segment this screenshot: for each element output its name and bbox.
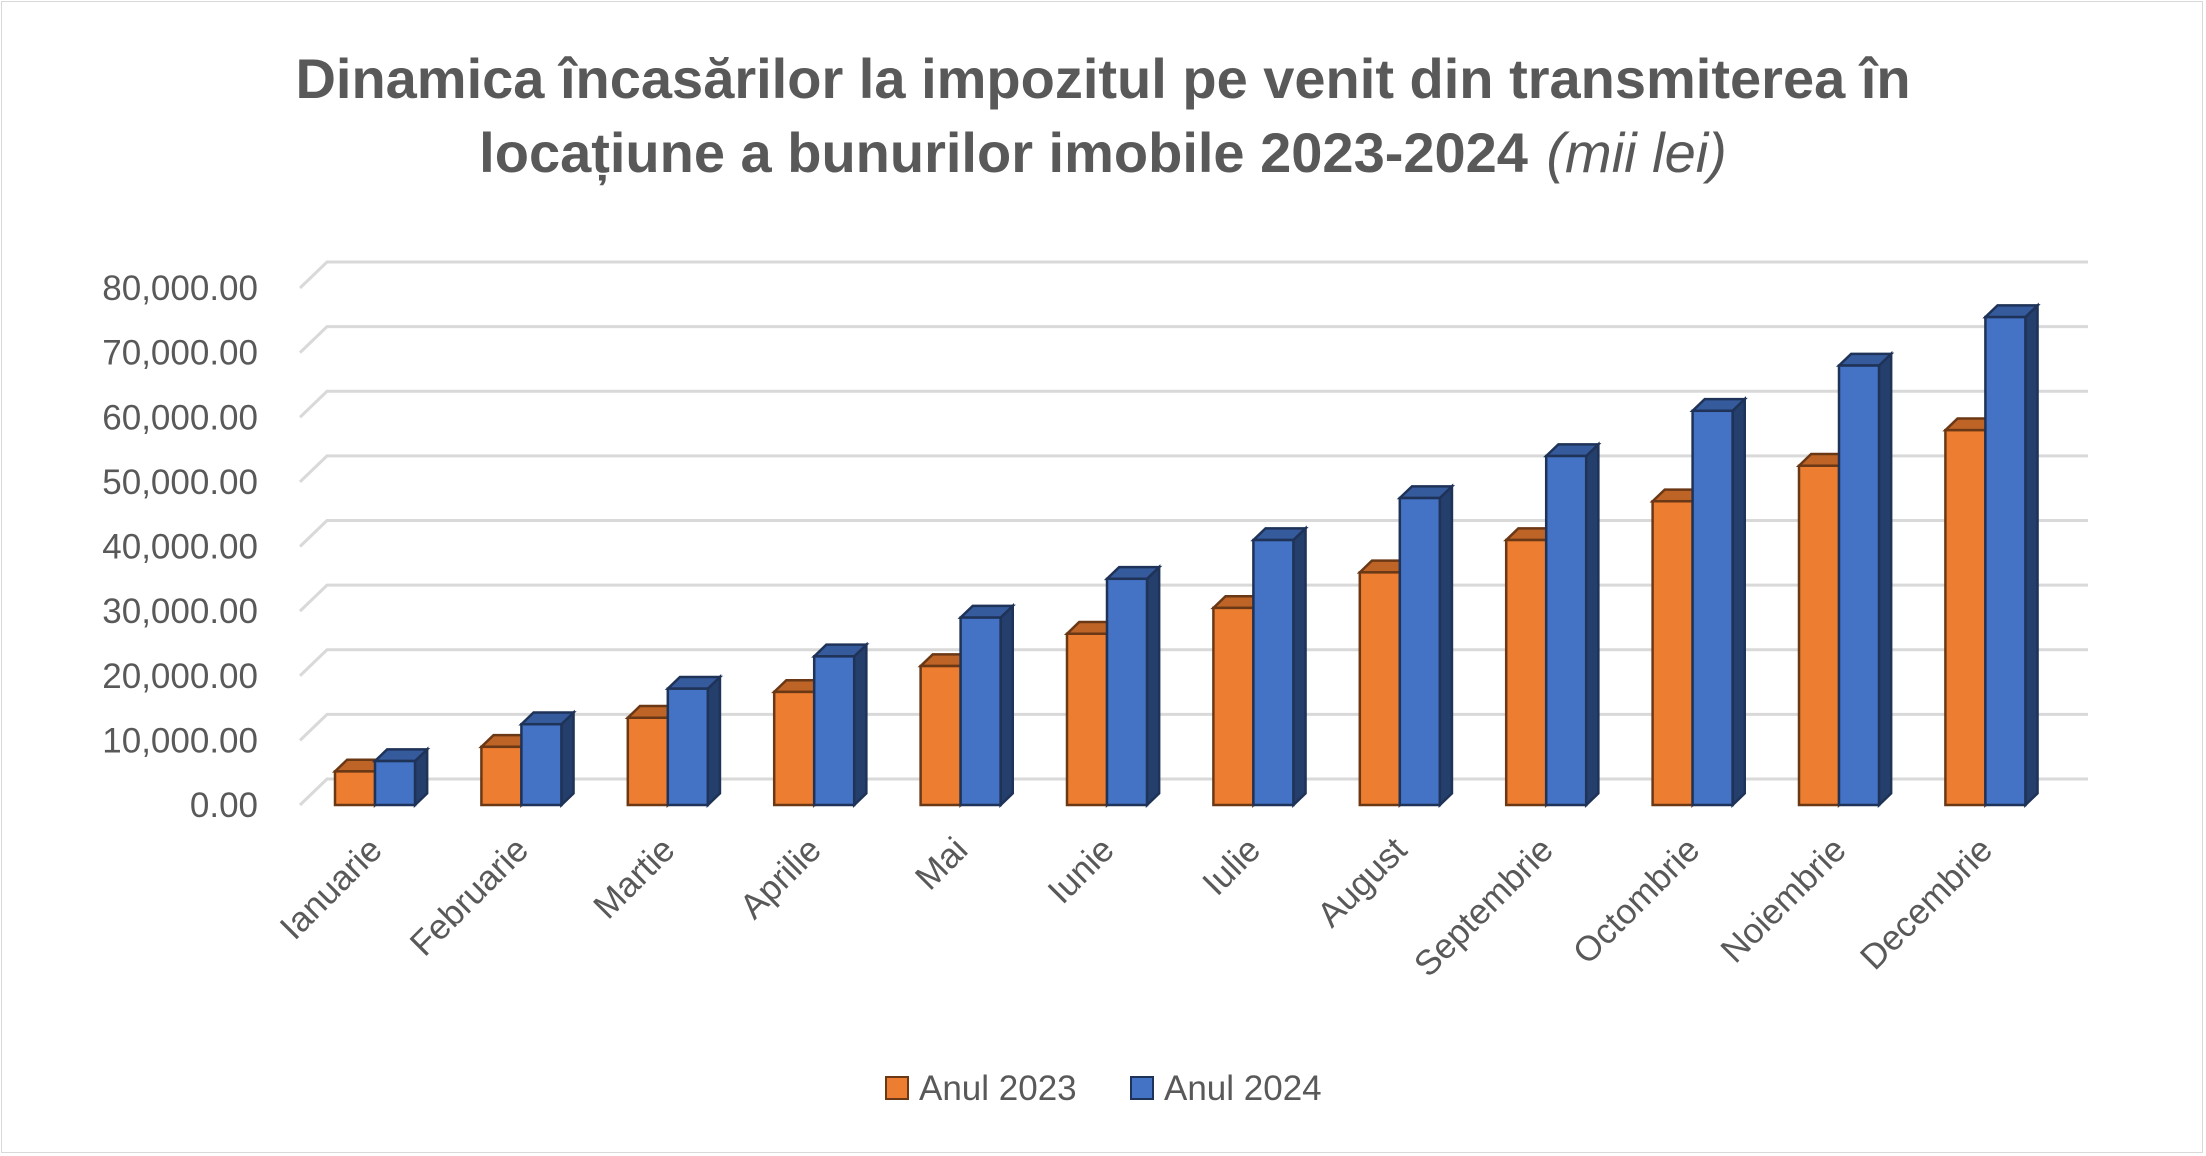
- bar-side-face: [2024, 302, 2039, 808]
- bar-front-face: [373, 759, 417, 807]
- x-tick-label: Septembrie: [1407, 830, 1561, 984]
- legend-label: Anul 2024: [1164, 1069, 1322, 1108]
- bar-anul-2024: [1396, 483, 1456, 808]
- bar-front-face: [772, 690, 816, 807]
- bar-front-face: [1837, 364, 1881, 807]
- bar-front-face: [1944, 428, 1987, 807]
- bar-front-face: [1065, 632, 1109, 807]
- bar-front-face: [626, 716, 670, 807]
- chart-title: Dinamica încasărilor la impozitul pe ven…: [295, 47, 1910, 185]
- x-tick-label: Aprilie: [733, 830, 829, 926]
- bar-side-face: [1877, 350, 1893, 808]
- bar-side-face: [999, 602, 1014, 808]
- bar-anul-2024: [1835, 350, 1895, 808]
- bar-side-face: [1145, 564, 1161, 808]
- x-axis-labels: Ianuarie Februarie Martie Aprilie Mai Iunie Iu…: [273, 830, 2000, 984]
- gridlines: [298, 260, 2088, 807]
- y-tick-label: 40,000.00: [102, 528, 258, 567]
- bar-anul-2024: [1689, 396, 1748, 808]
- chart-title-line-1: Dinamica încasărilor la impozitul pe ven…: [295, 47, 1910, 110]
- bar-front-face: [1105, 577, 1149, 807]
- bars: [331, 302, 2041, 808]
- y-tick-label: 60,000.00: [102, 398, 258, 437]
- legend-item: Anul 2023: [885, 1069, 1077, 1108]
- gridline: [298, 712, 2088, 742]
- bar-side-face: [1731, 396, 1746, 808]
- x-tick-label: Noiembrie: [1713, 830, 1853, 970]
- bar-front-face: [1212, 606, 1255, 807]
- bar-front-face: [666, 687, 710, 807]
- y-tick-label: 70,000.00: [102, 334, 258, 373]
- bar-anul-2024: [1982, 302, 2041, 808]
- bar-anul-2024: [518, 709, 577, 808]
- y-tick-label: 20,000.00: [102, 657, 258, 696]
- bar-front-face: [919, 664, 962, 807]
- bar-front-face: [1252, 538, 1295, 807]
- bar-front-face: [1358, 571, 1402, 807]
- bar-anul-2024: [957, 602, 1016, 808]
- x-tick-label: Februarie: [403, 830, 536, 963]
- bar-anul-2024: [1250, 525, 1309, 808]
- legend-label: Anul 2023: [919, 1069, 1077, 1108]
- y-tick-label: 80,000.00: [102, 269, 258, 308]
- chart-title-line-2-main: locațiune a bunurilor imobile 2023-2024: [479, 121, 1528, 185]
- bar-front-face: [959, 616, 1002, 807]
- chart-title-unit: (mii lei): [1546, 121, 1726, 184]
- x-tick-label: Decembrie: [1853, 830, 2000, 977]
- gridline: [298, 777, 2088, 807]
- bar-anul-2024: [1103, 564, 1163, 808]
- y-tick-label: 30,000.00: [102, 592, 258, 631]
- gridline: [298, 583, 2088, 613]
- y-tick-label: 50,000.00: [102, 463, 258, 502]
- bar-front-face: [333, 770, 377, 807]
- bar-side-face: [1584, 441, 1600, 808]
- gridline: [298, 648, 2088, 677]
- y-tick-label: 0.00: [190, 786, 258, 825]
- bar-side-face: [1438, 483, 1454, 808]
- bar-front-face: [1797, 464, 1841, 807]
- y-tick-label: 10,000.00: [102, 721, 258, 760]
- bar-front-face: [1544, 454, 1588, 807]
- x-tick-label: Iulie: [1195, 830, 1268, 903]
- bar-side-face: [852, 641, 868, 808]
- legend-swatch: [1130, 1076, 1154, 1100]
- bar-front-face: [1398, 496, 1442, 807]
- gridline: [298, 325, 2088, 354]
- legend: Anul 2023 Anul 2024: [885, 1069, 1322, 1108]
- gridline: [298, 260, 2088, 290]
- bar-front-face: [1984, 315, 2027, 807]
- bar-front-face: [1651, 500, 1694, 807]
- chart-title-line-2: locațiune a bunurilor imobile 2023-2024 …: [479, 121, 1727, 185]
- x-tick-label: Martie: [586, 830, 682, 926]
- bar-anul-2024: [371, 746, 431, 808]
- bar-front-face: [480, 745, 523, 807]
- bar-side-face: [706, 674, 722, 808]
- x-tick-label: Octombrie: [1566, 830, 1708, 972]
- bar-side-face: [1292, 525, 1307, 808]
- y-axis-ticks: 0.00 10,000.00 20,000.00 30,000.00 40,000.00…: [102, 269, 258, 825]
- bar-side-face: [560, 709, 575, 808]
- bar-front-face: [812, 655, 856, 807]
- gridline: [298, 389, 2088, 419]
- legend-swatch: [885, 1076, 909, 1100]
- x-tick-label: Ianuarie: [273, 830, 390, 947]
- bar-front-face: [520, 722, 563, 807]
- legend-item: Anul 2024: [1130, 1069, 1322, 1108]
- bar-anul-2024: [1543, 441, 1602, 808]
- bar-front-face: [1504, 538, 1548, 807]
- x-tick-label: Iunie: [1040, 830, 1121, 911]
- bar-front-face: [1691, 409, 1734, 807]
- gridline: [298, 519, 2088, 548]
- gridline: [298, 454, 2088, 483]
- bar-anul-2024: [664, 674, 724, 808]
- x-tick-label: Mai: [908, 830, 975, 897]
- bar-anul-2024: [811, 641, 870, 808]
- x-tick-label: August: [1310, 830, 1415, 935]
